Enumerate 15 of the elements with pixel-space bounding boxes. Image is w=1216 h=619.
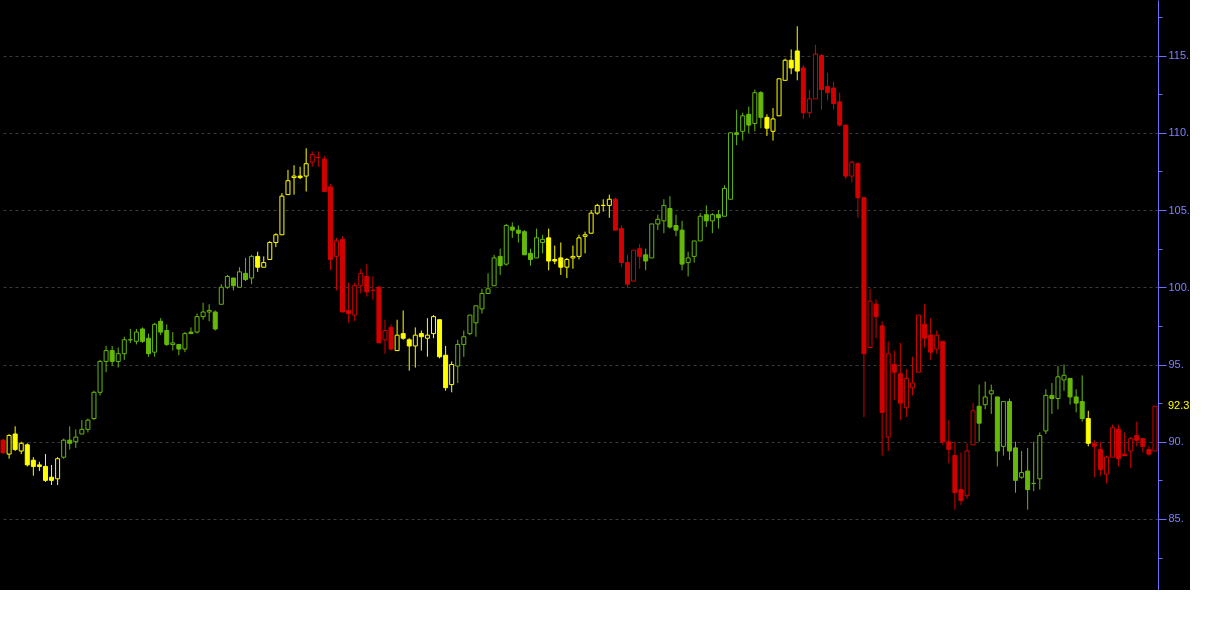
- y-tick-label: 100.: [1168, 280, 1190, 293]
- y-tick-label: 85.: [1168, 512, 1184, 525]
- text: 92.3: [1168, 399, 1190, 412]
- y-tick-label: 110.: [1168, 126, 1190, 139]
- y-tick-label: 105.: [1168, 203, 1190, 216]
- candlestick: [988, 384, 994, 415]
- y-tick-label: 115.: [1168, 49, 1190, 62]
- candlestick: [1091, 439, 1097, 478]
- y-tick-label: 95.: [1168, 358, 1184, 370]
- candlestick: [582, 231, 588, 254]
- candlestick: [606, 194, 612, 219]
- candlestick: [976, 384, 982, 443]
- y-tick-label: 90.: [1168, 435, 1184, 448]
- candlestick: [982, 380, 988, 410]
- candlestick: [285, 169, 291, 196]
